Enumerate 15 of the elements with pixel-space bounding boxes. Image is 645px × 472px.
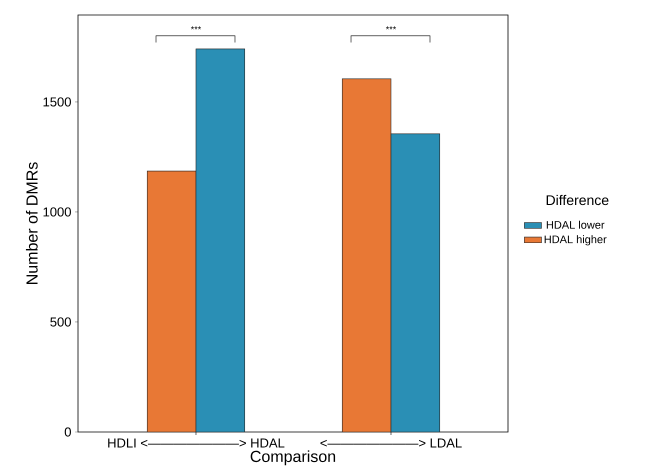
annotation: *** [190, 26, 202, 30]
x-axis-title: Comparison [250, 450, 336, 466]
x-tick-label: HDLI <———————> HDAL [108, 438, 284, 448]
y-tick-label: 1000 [44, 207, 71, 217]
legend-label: HDAL higher [544, 235, 607, 246]
bar [390, 134, 440, 432]
legend-label: HDAL lower [546, 220, 604, 229]
y-tick-label: 1500 [44, 97, 71, 107]
annotation: *** [386, 26, 396, 30]
y-axis-title: Number of DMRs [26, 162, 38, 284]
x-tick-label: <———————> LDAL [320, 438, 462, 448]
y-tick-label: 500 [50, 317, 71, 327]
bar [196, 48, 246, 432]
legend-title: Difference [546, 194, 608, 206]
y-tick-label: 0 [64, 427, 71, 437]
